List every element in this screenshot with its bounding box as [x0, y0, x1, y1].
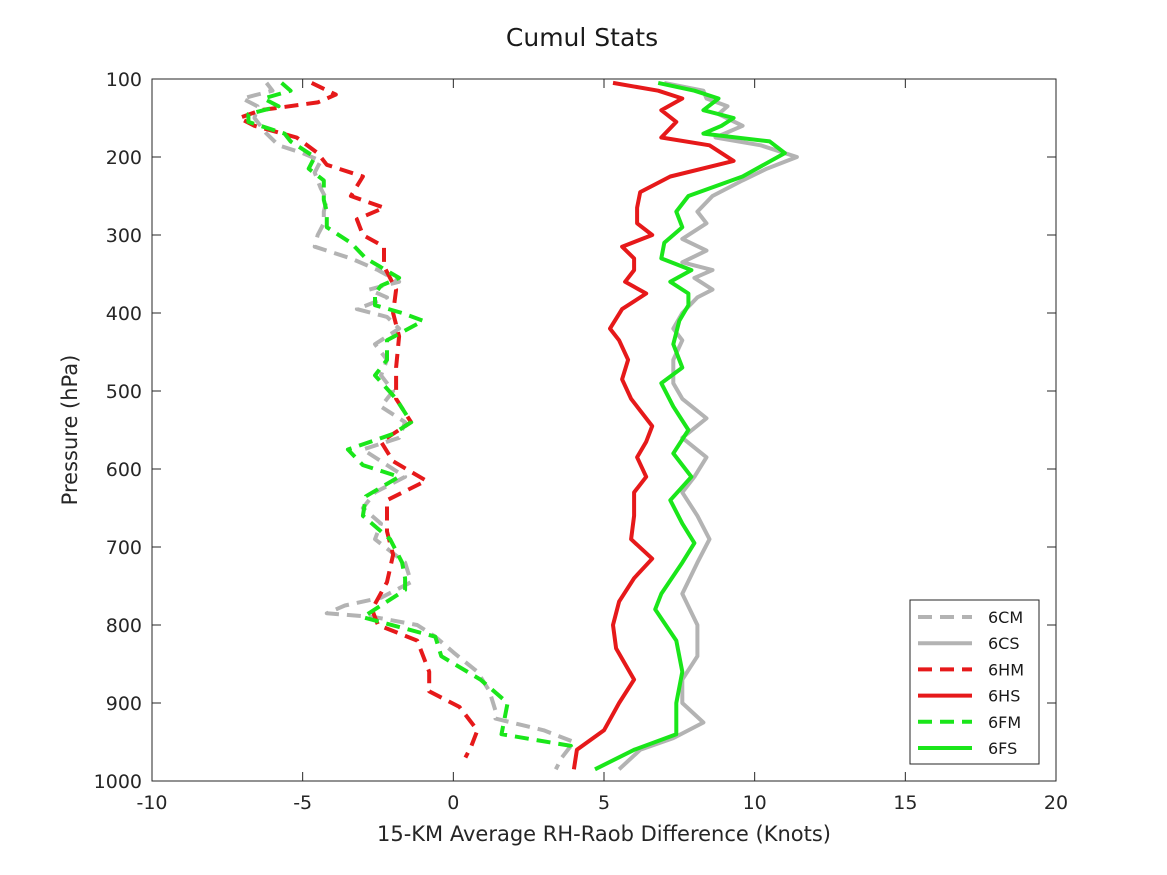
x-tick-label: 0: [447, 792, 459, 814]
series-layer: [237, 80, 799, 772]
series-line-6hm: [237, 81, 480, 759]
plot-area: [151, 78, 1057, 782]
series-line-6fs: [594, 80, 787, 772]
x-tick-label: 15: [893, 792, 917, 814]
x-tick-label: -10: [136, 792, 167, 814]
y-tick-label: 100: [106, 69, 142, 91]
y-tick-label: 700: [106, 537, 142, 559]
axis-ticks: -10 -5 0 5 10 15 20 100 200 300 400 500 600 700 800 900…: [94, 69, 1068, 814]
x-tick-label: 5: [598, 792, 610, 814]
y-tick-label: 400: [106, 303, 142, 325]
y-tick-label: 900: [106, 693, 142, 715]
y-axis-label: Pressure (hPa): [58, 355, 82, 506]
series-line-6hs: [571, 80, 736, 770]
legend-label-6hm: 6HM: [988, 660, 1024, 679]
legend-label-6hs: 6HS: [988, 687, 1020, 706]
legend-label-6cs: 6CS: [988, 634, 1020, 653]
y-tick-label: 800: [106, 615, 142, 637]
x-tick-label: 10: [743, 792, 767, 814]
legend-label-6fs: 6FS: [988, 739, 1017, 758]
x-tick-label: -5: [293, 792, 312, 814]
legend-label-6fm: 6FM: [988, 713, 1021, 732]
chart-title: Cumul Stats: [506, 23, 658, 52]
legend: 6CM 6CS 6HM 6HS 6FM 6FS: [909, 599, 1040, 765]
x-axis-label: 15-KM Average RH-Raob Difference (Knots): [377, 822, 831, 846]
legend-box: [909, 599, 1040, 765]
series-line-6fm: [246, 81, 576, 755]
x-tick-label: 20: [1044, 792, 1068, 814]
y-tick-label: 300: [106, 225, 142, 247]
y-tick-label: 200: [106, 147, 142, 169]
y-tick-label: 600: [106, 459, 142, 481]
legend-label-6cm: 6CM: [988, 608, 1023, 627]
y-tick-label: 500: [106, 381, 142, 403]
y-tick-label: 1000: [94, 771, 142, 793]
